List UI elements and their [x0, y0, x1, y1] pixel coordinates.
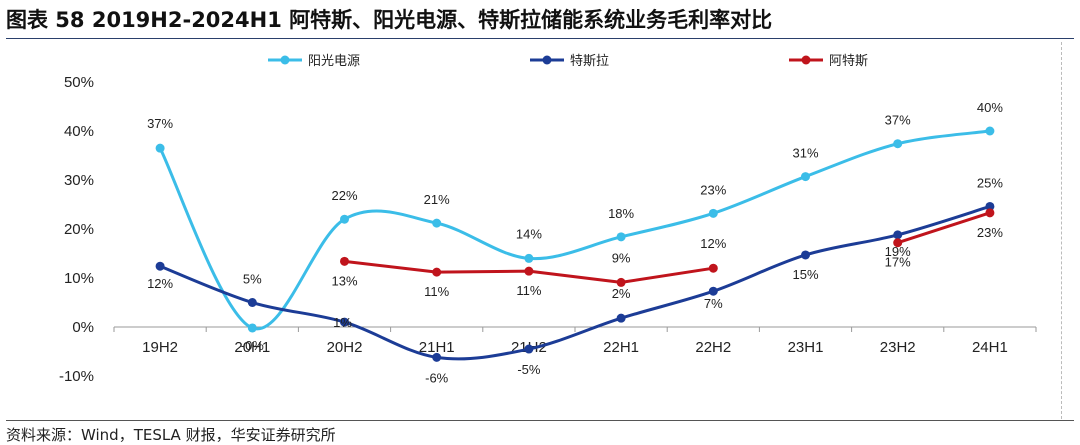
legend-label: 阿特斯	[829, 54, 868, 69]
data-label: 19%	[885, 244, 911, 259]
line-chart: -10%0%10%20%30%40%50%19H220H120H221H121H…	[59, 54, 1037, 385]
data-label: 12%	[147, 276, 173, 291]
data-label: 21%	[424, 192, 450, 207]
data-label: 11%	[516, 283, 541, 298]
data-point	[155, 261, 165, 271]
data-point	[432, 267, 442, 277]
data-label: 7%	[704, 296, 723, 311]
y-tick-label: -10%	[59, 368, 94, 385]
data-point	[340, 256, 349, 266]
data-point	[708, 263, 718, 273]
data-label: 40%	[977, 100, 1003, 115]
legend-label: 特斯拉	[570, 54, 609, 69]
right-border-line	[1061, 42, 1062, 419]
series-line-0	[158, 129, 992, 331]
legend-swatch-marker	[801, 55, 811, 65]
data-label: 17%	[885, 255, 911, 270]
data-label: -5%	[517, 362, 541, 377]
data-point	[524, 253, 534, 263]
data-point	[893, 139, 903, 149]
data-label: 1%	[333, 315, 352, 330]
y-tick-label: 30%	[64, 172, 94, 189]
data-point	[247, 323, 257, 333]
data-point	[432, 352, 442, 362]
data-label: 22%	[331, 188, 357, 203]
y-tick-label: 20%	[64, 221, 94, 238]
data-point	[985, 201, 995, 211]
data-label: 25%	[977, 175, 1003, 190]
x-tick-label: 23H2	[880, 339, 916, 356]
data-label: 37%	[147, 116, 173, 131]
data-point	[708, 286, 718, 296]
data-point	[893, 238, 903, 248]
data-point	[524, 266, 534, 276]
data-label: 2%	[612, 286, 631, 301]
legend-swatch-marker	[542, 55, 552, 65]
y-tick-label: 40%	[64, 123, 94, 140]
data-label: -6%	[425, 370, 449, 385]
data-point	[801, 172, 810, 182]
x-tick-label: 21H1	[419, 339, 455, 356]
data-point	[708, 208, 718, 218]
title-underline	[6, 38, 1074, 39]
y-tick-label: 0%	[72, 319, 94, 336]
data-point	[432, 218, 442, 228]
data-point	[985, 208, 995, 218]
data-label: 23%	[700, 182, 726, 197]
data-point	[893, 230, 903, 240]
source-note: 资料来源：Wind，TESLA 财报，华安证券研究所	[6, 426, 336, 444]
series-line-1	[158, 204, 992, 361]
data-point	[616, 232, 626, 242]
data-point	[340, 214, 349, 224]
legend-label: 阳光电源	[308, 54, 360, 69]
data-label: 14%	[516, 226, 542, 241]
data-label: 12%	[700, 236, 726, 251]
chart-title: 图表 58 2019H2-2024H1 阿特斯、阳光电源、特斯拉储能系统业务毛利…	[6, 8, 773, 32]
x-tick-label: 20H2	[327, 339, 363, 356]
data-label: -0%	[241, 338, 265, 353]
data-point	[616, 313, 626, 323]
data-label: 18%	[608, 206, 634, 221]
x-tick-label: 23H1	[788, 339, 824, 356]
series-line-2	[896, 211, 992, 245]
x-tick-label: 20H1	[234, 339, 270, 356]
data-label: 31%	[792, 146, 818, 161]
legend-swatch-marker	[280, 55, 290, 65]
data-label: 5%	[243, 272, 262, 287]
y-tick-label: 50%	[64, 74, 94, 91]
data-point	[155, 143, 165, 153]
data-label: 13%	[331, 273, 357, 288]
y-tick-label: 10%	[64, 270, 94, 287]
data-point	[801, 250, 810, 260]
source-divider	[6, 420, 1074, 421]
x-tick-label: 22H2	[695, 339, 731, 356]
data-point	[985, 126, 995, 136]
data-point	[247, 298, 257, 307]
data-label: 37%	[885, 113, 911, 128]
data-label: 11%	[424, 284, 449, 299]
x-tick-label: 24H1	[972, 339, 1008, 356]
data-point	[340, 317, 349, 327]
data-label: 9%	[612, 250, 631, 265]
data-label: 23%	[977, 225, 1003, 240]
x-tick-label: 19H2	[142, 339, 178, 356]
data-label: 15%	[792, 267, 818, 282]
data-point	[616, 277, 626, 287]
x-tick-label: 22H1	[603, 339, 639, 356]
data-point	[524, 344, 534, 354]
